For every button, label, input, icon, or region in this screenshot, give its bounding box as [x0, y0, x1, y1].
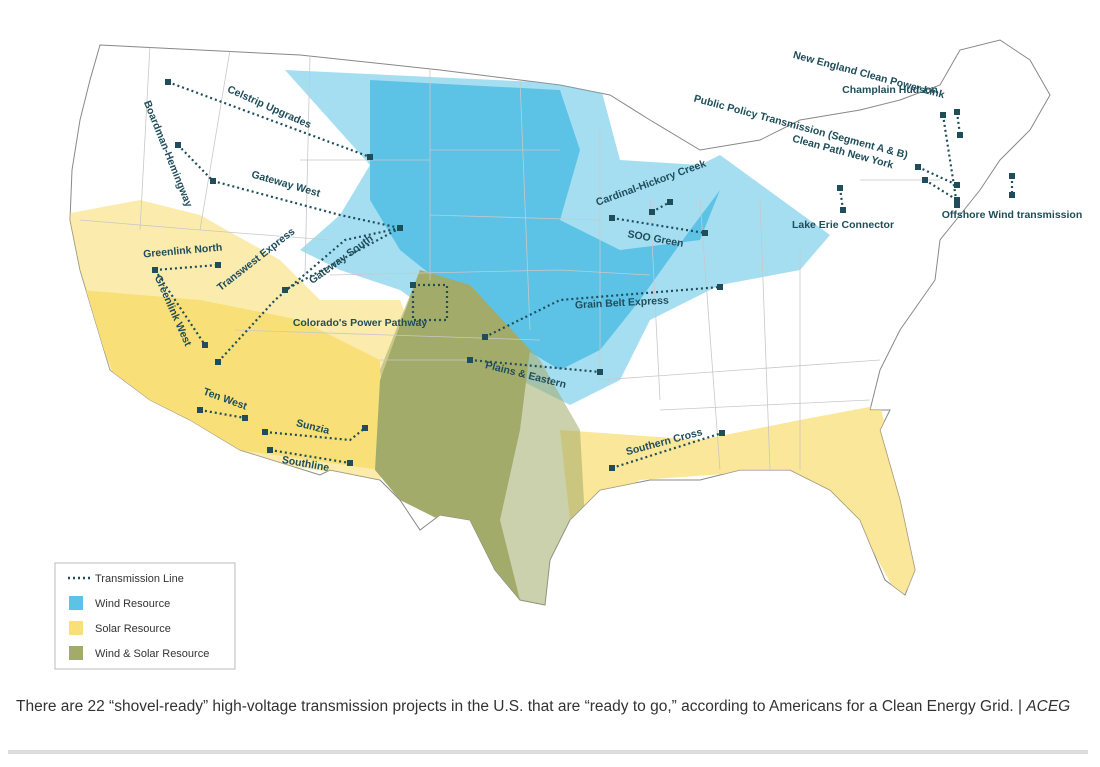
line-endpoint	[347, 460, 353, 466]
line-endpoint	[262, 429, 268, 435]
solar-region	[560, 405, 920, 600]
line-endpoint	[717, 284, 723, 290]
transmission-line	[611, 431, 723, 470]
line-endpoint	[954, 109, 960, 115]
line-endpoint	[1009, 192, 1015, 198]
solar-region	[80, 290, 380, 470]
resource-regions	[70, 70, 920, 605]
line-endpoint	[597, 369, 603, 375]
legend-text: Wind & Solar Resource	[95, 648, 209, 660]
line-endpoint	[467, 357, 473, 363]
line-endpoint	[202, 342, 208, 348]
transmission-line	[154, 269, 206, 346]
transmission-line	[917, 166, 958, 186]
transmission-line	[264, 427, 366, 442]
line-endpoint	[242, 415, 248, 421]
legend: Transmission Line Wind Resource Solar Reso…	[54, 562, 236, 670]
line-endpoint	[840, 207, 846, 213]
line-label: Offshore Wind transmission	[942, 209, 1083, 221]
caption-source: ACEG	[1026, 698, 1071, 715]
legend-text: Solar Resource	[95, 623, 171, 635]
line-label: Lake Erie Connector	[792, 219, 894, 231]
transmission-line	[284, 227, 401, 291]
line-endpoint	[362, 425, 368, 431]
line-endpoint	[197, 407, 203, 413]
line-endpoint	[175, 142, 181, 148]
transmission-line	[269, 448, 351, 465]
line-endpoint	[837, 185, 843, 191]
state-borders	[79, 44, 940, 471]
transmission-line	[212, 179, 401, 230]
line-endpoint	[922, 177, 928, 183]
line-endpoint	[410, 282, 416, 288]
wind-solar-region	[375, 270, 530, 600]
legend-swatch	[69, 596, 83, 610]
line-endpoint	[649, 209, 655, 215]
line-endpoint	[165, 79, 171, 85]
line-endpoint	[367, 154, 373, 160]
divider	[8, 750, 1088, 754]
transmission-line	[154, 263, 219, 272]
line-endpoint	[719, 430, 725, 436]
line-endpoint	[702, 230, 708, 236]
transmission-line	[941, 114, 959, 206]
line-endpoint	[940, 112, 946, 118]
line-endpoint	[609, 215, 615, 221]
transmission-line	[838, 187, 845, 211]
line-endpoint	[1009, 173, 1015, 179]
transmission-line	[217, 226, 401, 363]
caption-text: There are 22 “shovel-ready” high-voltage…	[16, 698, 1027, 715]
legend-swatch	[69, 621, 83, 635]
line-label: Colorado's Power Pathway	[293, 317, 428, 329]
line-endpoint	[397, 225, 403, 231]
legend-text: Transmission Line	[95, 573, 184, 585]
line-endpoint	[954, 182, 960, 188]
transmission-line	[924, 179, 958, 201]
caption: There are 22 “shovel-ready” high-voltage…	[16, 696, 1076, 718]
legend-box	[54, 562, 236, 670]
transmission-line	[611, 216, 706, 235]
line-endpoint	[915, 164, 921, 170]
line-endpoint	[282, 287, 288, 293]
line-endpoint	[954, 202, 960, 208]
legend-swatch	[69, 646, 83, 660]
line-endpoint	[215, 262, 221, 268]
transmission-line	[484, 285, 721, 338]
line-endpoint	[667, 199, 673, 205]
line-endpoint	[609, 465, 615, 471]
line-label: Champlain Hudson	[842, 84, 938, 96]
line-label: Grain Belt Express	[575, 295, 670, 312]
line-endpoint	[152, 267, 158, 273]
line-endpoint	[210, 178, 216, 184]
line-endpoint	[215, 359, 221, 365]
line-endpoint	[482, 334, 488, 340]
line-endpoint	[267, 447, 273, 453]
transmission-line	[469, 358, 601, 374]
wind-region	[370, 80, 720, 370]
transmission-line	[177, 144, 214, 182]
line-endpoint	[957, 132, 963, 138]
transmission-line	[651, 201, 671, 213]
legend-text: Wind Resource	[95, 598, 170, 610]
transmission-line	[955, 111, 962, 136]
transmission-line	[167, 80, 371, 159]
